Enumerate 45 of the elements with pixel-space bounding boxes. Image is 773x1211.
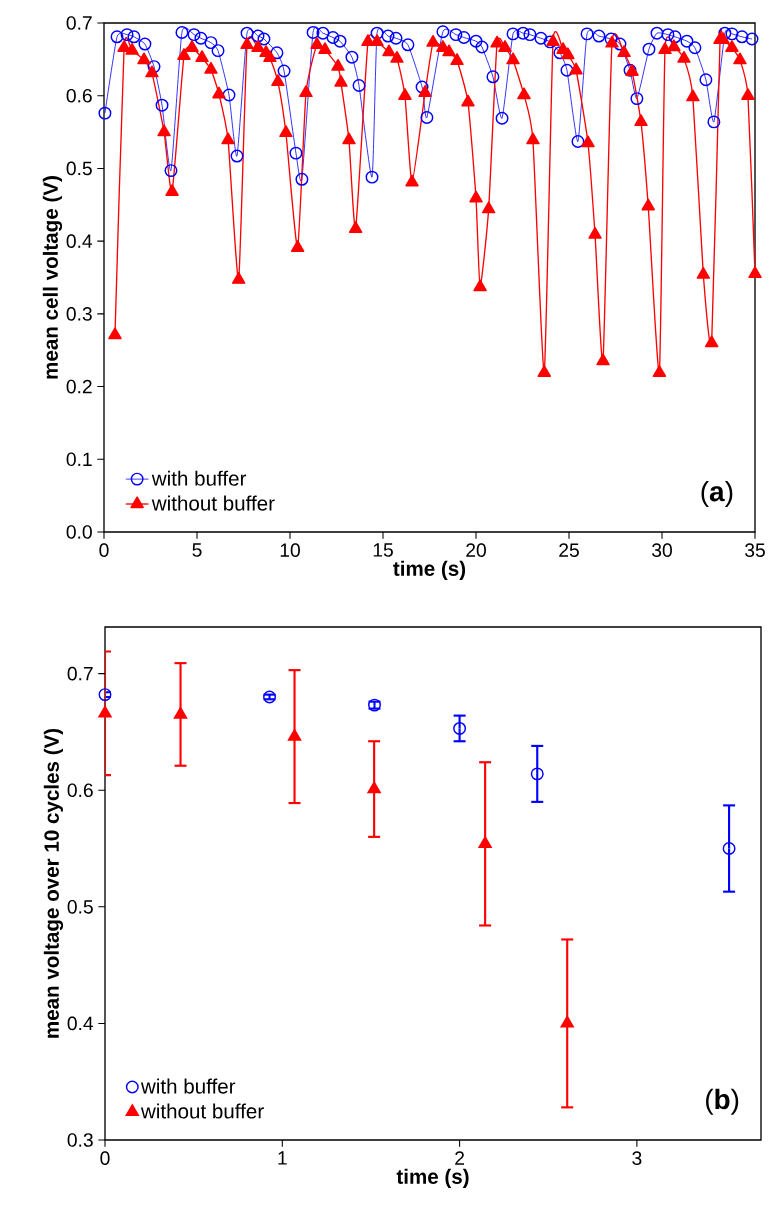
y-tick-label: 0.3 bbox=[67, 1133, 93, 1147]
y-tick-label: 0.1 bbox=[66, 452, 92, 467]
x-tick-label: 15 bbox=[373, 543, 393, 557]
x-tick-label: 30 bbox=[652, 543, 672, 557]
y-tick-label: 0.5 bbox=[66, 161, 92, 176]
x-tick-label: 25 bbox=[559, 543, 579, 557]
x-tick-label: 1 bbox=[278, 1151, 287, 1165]
y-tick-label: 0.7 bbox=[67, 666, 93, 681]
x-tick-label: 3 bbox=[632, 1151, 642, 1165]
y-tick-label: 0.6 bbox=[67, 783, 93, 798]
point bbox=[173, 706, 188, 719]
y-tick-label: 0.3 bbox=[66, 307, 92, 321]
x-tick-label: 5 bbox=[192, 543, 202, 557]
point bbox=[98, 688, 112, 702]
x-tick-label: 0 bbox=[99, 543, 109, 557]
x-axis-title: time (s) bbox=[396, 1168, 469, 1188]
y-tick-label: 0.0 bbox=[66, 525, 92, 539]
y-axis-title: mean voltage over 10 cycles (V) bbox=[43, 728, 64, 1038]
legend-label: without buffer bbox=[151, 495, 275, 511]
y-tick-label: 0.2 bbox=[66, 379, 92, 394]
y-tick-label: 0.5 bbox=[67, 899, 93, 914]
x-tick-label: 10 bbox=[280, 543, 300, 557]
point bbox=[478, 836, 492, 849]
x-tick-label: 2 bbox=[455, 1151, 464, 1165]
point bbox=[367, 781, 381, 794]
annotation: (b) bbox=[706, 1088, 739, 1115]
legend-label: with buffer bbox=[151, 470, 247, 486]
y-tick-label: 0.4 bbox=[66, 234, 93, 248]
point bbox=[722, 842, 736, 855]
point bbox=[530, 767, 544, 781]
x-tick-label: 20 bbox=[466, 543, 486, 557]
y-tick-label: 0.7 bbox=[66, 16, 92, 30]
point bbox=[560, 1015, 574, 1028]
point bbox=[287, 728, 302, 741]
point bbox=[98, 705, 112, 718]
x-tick-label: 35 bbox=[745, 543, 765, 557]
legend-label: without buffer bbox=[140, 1103, 264, 1119]
y-tick-label: 0.4 bbox=[67, 1016, 94, 1031]
point bbox=[453, 721, 467, 735]
annotation: (a) bbox=[701, 480, 733, 507]
legend-label: with buffer bbox=[140, 1078, 236, 1094]
x-tick-label: 0 bbox=[100, 1151, 110, 1165]
y-axis-title: mean cell voltage (V) bbox=[42, 176, 63, 379]
x-axis-title: time (s) bbox=[393, 560, 466, 580]
y-tick-label: 0.6 bbox=[66, 88, 92, 103]
